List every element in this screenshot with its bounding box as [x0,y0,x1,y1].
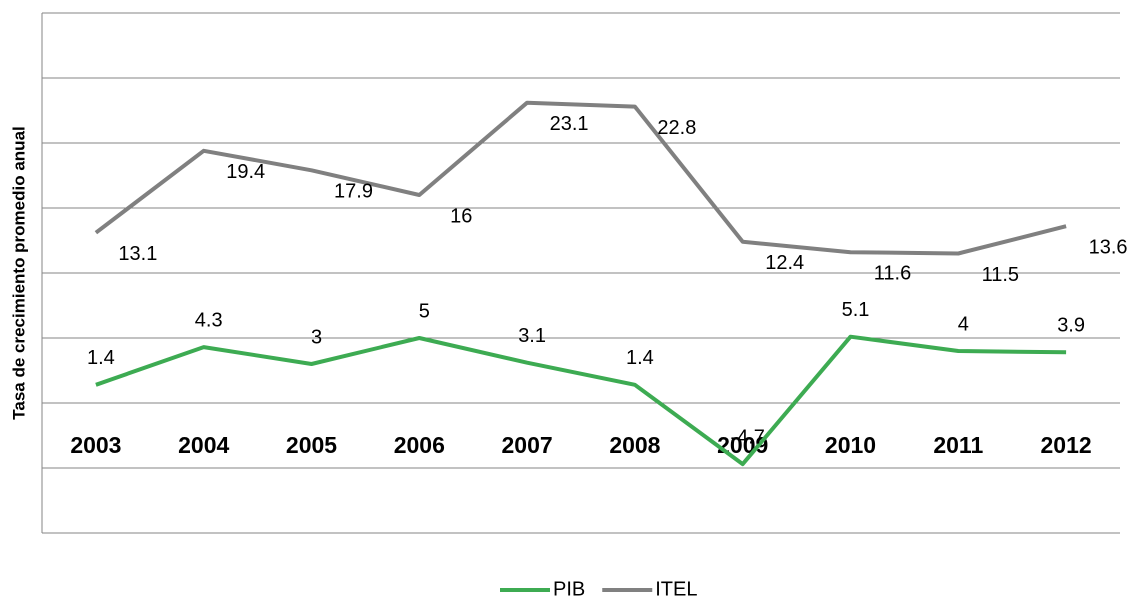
data-label: 19.4 [226,161,265,183]
x-tick-label: 2008 [609,432,660,458]
data-label: 11.5 [982,264,1019,286]
x-tick-label: 2004 [178,432,229,458]
data-label: 1.4 [87,347,115,369]
series-line [94,100,1067,256]
data-label: 13.1 [118,243,157,265]
x-tick-label: 2010 [825,432,876,458]
x-tick-label: 2011 [933,432,983,458]
data-label: 17.9 [334,181,373,203]
data-label: 5.1 [842,299,870,321]
series-line [95,334,1067,467]
data-label: 5 [419,300,430,322]
x-tick-label: 2007 [502,432,553,458]
data-label: 3 [311,326,322,348]
data-label: 3.1 [518,325,546,347]
x-tick-label: 2006 [394,432,445,458]
data-label: 4 [958,313,969,335]
data-label: 13.6 [1089,236,1128,258]
data-label: 16 [450,205,472,227]
data-label: 22.8 [657,117,696,139]
data-label: 11.6 [874,262,911,284]
y-axis-label: Tasa de crecimiento promedio anual [9,126,28,420]
x-tick-label: 2012 [1041,432,1092,458]
data-label: 3.9 [1057,315,1085,337]
legend-label: ITEL [655,578,697,599]
x-tick-label: 2005 [286,432,337,458]
data-label: 1.4 [626,347,654,369]
data-label: 23.1 [550,113,589,135]
data-label: 12.4 [765,252,804,274]
data-label: 4.3 [195,309,223,331]
x-tick-label: 2003 [70,432,121,458]
legend-label: PIB [553,578,585,599]
data-label: -4.7 [730,426,764,448]
